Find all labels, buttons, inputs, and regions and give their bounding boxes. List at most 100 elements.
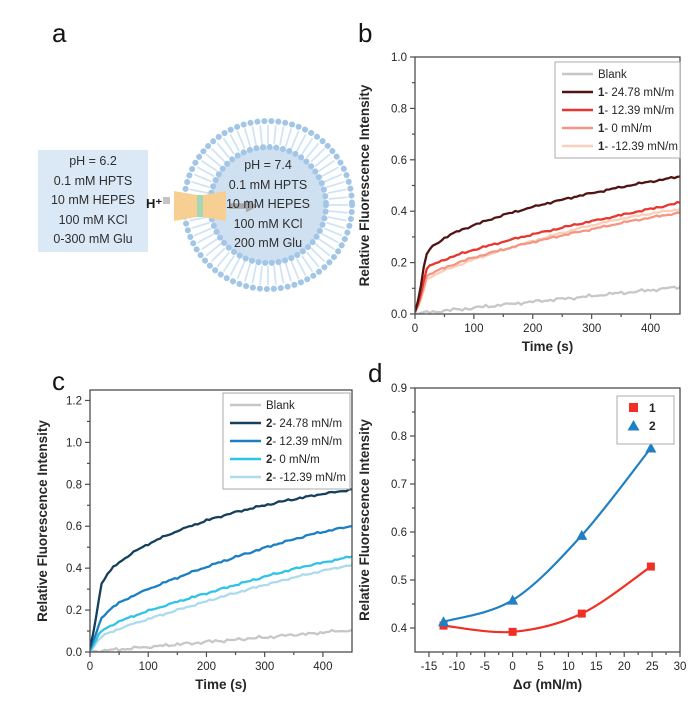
lipid-tail	[201, 238, 218, 251]
marker-square-1	[508, 627, 517, 636]
y-tick-label: 1.0	[391, 52, 407, 64]
lipid-tail	[321, 233, 339, 244]
lipid-tail	[216, 251, 230, 268]
lipid-tail	[229, 134, 240, 152]
panel-d-label: d	[368, 358, 383, 388]
y-tick-label: 0.4	[391, 206, 408, 218]
axis-ticks	[85, 399, 324, 657]
legend-label: 2- 24.78 mN/m	[266, 418, 342, 430]
lipid-tail	[284, 128, 293, 147]
legend-label: Blank	[598, 69, 627, 81]
y-tick-label: 0.2	[391, 258, 407, 270]
chart-panel-d: -15 -10 -5 0 5 10 15 20 25 30 0.4 0.5 0.6 0.7 0.8 0.9 Δσ…	[357, 383, 687, 692]
lipid-tail	[279, 126, 285, 146]
plot-area	[415, 175, 680, 314]
vesicle-lumen	[210, 147, 326, 263]
series-line-Blank	[415, 285, 680, 314]
lipid-tail	[306, 251, 320, 268]
lipid-tail	[318, 238, 335, 251]
plot-area	[438, 442, 657, 636]
proton-label: H⁺	[146, 196, 163, 211]
lipid-tail	[197, 166, 215, 177]
x-tick-label: 100	[139, 661, 158, 673]
lipid-tail	[191, 221, 210, 230]
lipid-tail	[273, 125, 277, 145]
x-tick-label: 20	[618, 661, 631, 673]
external-condition-line: pH = 6.2	[69, 154, 117, 169]
legend-label: 2- 0 mN/m	[266, 454, 320, 466]
x-axis-title: Time (s)	[522, 339, 574, 354]
lipid-tail	[326, 221, 345, 230]
lipid-tail	[229, 258, 240, 276]
lipid-tails	[188, 125, 348, 285]
legend-square-icon	[629, 403, 638, 412]
panel-c-label: c	[52, 366, 65, 396]
series-line-1- -12.39 mN/m	[415, 208, 680, 313]
y-tick-label: 0.8	[66, 479, 82, 491]
channel-left-half-icon	[174, 191, 197, 221]
legend-label: 1- 24.78 mN/m	[598, 87, 674, 99]
lipid-tail	[189, 188, 209, 194]
y-tick-label: 0.7	[391, 479, 407, 491]
lipid-tail	[243, 128, 252, 147]
lipid-tail	[216, 142, 230, 159]
y-tick-label: 1.2	[66, 395, 82, 407]
lipid-tail	[301, 255, 314, 272]
x-tick-label: 100	[464, 323, 483, 335]
lipid-tail	[306, 142, 320, 159]
x-tick-label: -15	[421, 661, 438, 673]
series-line-1- 0 mN/m	[415, 211, 680, 313]
vesicle-diagram	[163, 118, 355, 292]
panel-a-label: a	[52, 18, 67, 48]
lipid-tail	[324, 227, 343, 237]
lipid-tail	[210, 147, 226, 163]
x-tick-label: 30	[674, 661, 687, 673]
internal-condition-line: pH = 7.4	[244, 158, 292, 172]
external-conditions-box: pH = 6.2 0.1 mM HPTS 10 mM HEPES 100 mM …	[38, 150, 148, 252]
x-tick-label: 15	[590, 661, 603, 673]
series-line-Blank	[90, 628, 352, 652]
lipid-tail	[197, 233, 215, 244]
internal-condition-line: 200 mM Glu	[233, 236, 303, 251]
y-tick-label: 0.6	[391, 527, 407, 539]
legend-label: 2- -12.39 mN/m	[266, 472, 346, 484]
lipid-tail	[279, 264, 285, 284]
x-tick-label: -5	[480, 661, 490, 673]
lipid-tail	[328, 210, 348, 214]
chart-panel-b: 0 100 200 300 400 0.0 0.2 0.4 0.6 0.8 1.0 Time (s) R…	[357, 52, 681, 354]
lipid-tail	[205, 243, 222, 257]
lipid-tail	[205, 153, 222, 167]
lipid-tail	[189, 216, 209, 222]
legend-label: Blank	[266, 400, 295, 412]
lipid-tail	[193, 173, 212, 183]
plot-frame	[414, 387, 681, 653]
lipid-tail	[273, 265, 277, 285]
x-tick-label: 0	[87, 661, 93, 673]
series-line-2- -12.39 mN/m	[90, 563, 352, 652]
y-tick-label: 0.0	[66, 647, 82, 659]
marker-triangle-2	[576, 529, 588, 540]
y-axis-title: Relative Fluorescence Intensity	[357, 419, 372, 621]
chart-panel-c: 0 100 200 300 400 0.0 0.2 0.4 0.6 0.8 1.0 1.2 Time (…	[35, 389, 353, 692]
y-tick-label: 0.6	[391, 155, 407, 167]
external-condition-line: 10 mM HEPES	[50, 193, 136, 208]
x-tick-label: 200	[523, 323, 542, 335]
y-tick-label: 0.6	[66, 521, 82, 533]
x-tick-label: 400	[641, 323, 660, 335]
lipid-tail	[251, 126, 257, 146]
marker-triangle-2	[438, 616, 450, 627]
series-line-2- 0 mN/m	[90, 555, 352, 652]
proton-source-icon	[163, 197, 170, 204]
lipid-tail	[191, 180, 210, 189]
lipid-tail	[314, 153, 331, 167]
transport-arrow-head-icon	[246, 199, 258, 213]
y-axis-title: Relative Fluorescence Intensity	[357, 84, 372, 286]
lipid-tail	[327, 216, 347, 222]
x-tick-label: 25	[646, 661, 659, 673]
y-tick-label: 0.2	[66, 605, 82, 617]
axis-ticks	[410, 56, 652, 319]
lipid-tail	[324, 173, 343, 183]
marker-triangle-2	[507, 594, 519, 605]
lipid-tail	[328, 196, 348, 200]
marker-triangle-2	[645, 442, 657, 453]
